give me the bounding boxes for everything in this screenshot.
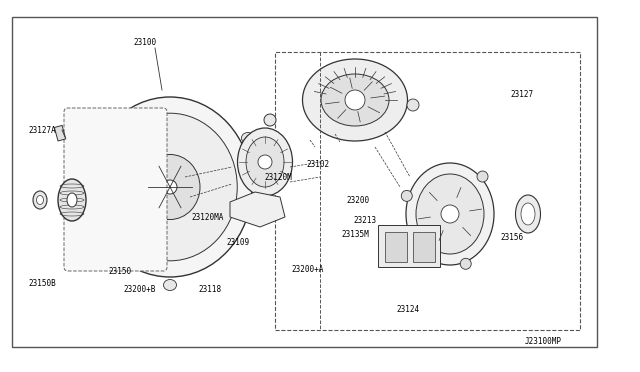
Ellipse shape <box>521 203 535 225</box>
Bar <box>275 52 580 330</box>
Text: 23102: 23102 <box>307 160 330 169</box>
Circle shape <box>258 155 272 169</box>
Ellipse shape <box>33 191 47 209</box>
Bar <box>413 232 435 262</box>
Circle shape <box>401 190 412 201</box>
Text: 23100: 23100 <box>133 38 157 46</box>
Text: J23100MP: J23100MP <box>525 337 562 346</box>
Text: 23127A: 23127A <box>28 125 56 135</box>
Circle shape <box>477 171 488 182</box>
Bar <box>12 17 597 347</box>
Text: 23120M: 23120M <box>264 173 292 182</box>
Text: 23127: 23127 <box>511 90 534 99</box>
Text: 23200: 23200 <box>346 196 369 205</box>
Ellipse shape <box>416 174 484 254</box>
Ellipse shape <box>237 128 292 196</box>
Text: 23150: 23150 <box>108 267 132 276</box>
Ellipse shape <box>103 113 237 261</box>
Text: 23150B: 23150B <box>28 279 56 289</box>
Ellipse shape <box>241 132 255 144</box>
Circle shape <box>345 90 365 110</box>
Text: 23135M: 23135M <box>341 230 369 238</box>
FancyBboxPatch shape <box>64 108 167 271</box>
Text: 23124: 23124 <box>396 305 420 314</box>
Text: 23109: 23109 <box>227 237 250 247</box>
Text: 23120MA: 23120MA <box>192 212 224 221</box>
Ellipse shape <box>86 132 99 144</box>
Ellipse shape <box>515 195 541 233</box>
Text: 23156: 23156 <box>500 232 524 241</box>
Circle shape <box>407 99 419 111</box>
Circle shape <box>441 205 459 223</box>
Polygon shape <box>230 192 285 227</box>
Ellipse shape <box>36 196 44 205</box>
Ellipse shape <box>246 137 284 187</box>
Ellipse shape <box>303 59 408 141</box>
Ellipse shape <box>163 279 177 291</box>
Ellipse shape <box>88 97 252 277</box>
Bar <box>378 225 440 267</box>
Ellipse shape <box>58 179 86 221</box>
Bar <box>385 232 407 262</box>
Ellipse shape <box>67 193 77 207</box>
Ellipse shape <box>264 114 276 126</box>
Circle shape <box>460 258 471 269</box>
Text: 23213: 23213 <box>353 215 376 224</box>
Ellipse shape <box>406 163 494 265</box>
Bar <box>54 125 66 141</box>
Ellipse shape <box>321 74 389 126</box>
Circle shape <box>163 180 177 194</box>
Text: 23118: 23118 <box>198 285 221 295</box>
Text: 23200+B: 23200+B <box>124 285 156 295</box>
Text: 23200+A: 23200+A <box>292 266 324 275</box>
Ellipse shape <box>140 154 200 219</box>
